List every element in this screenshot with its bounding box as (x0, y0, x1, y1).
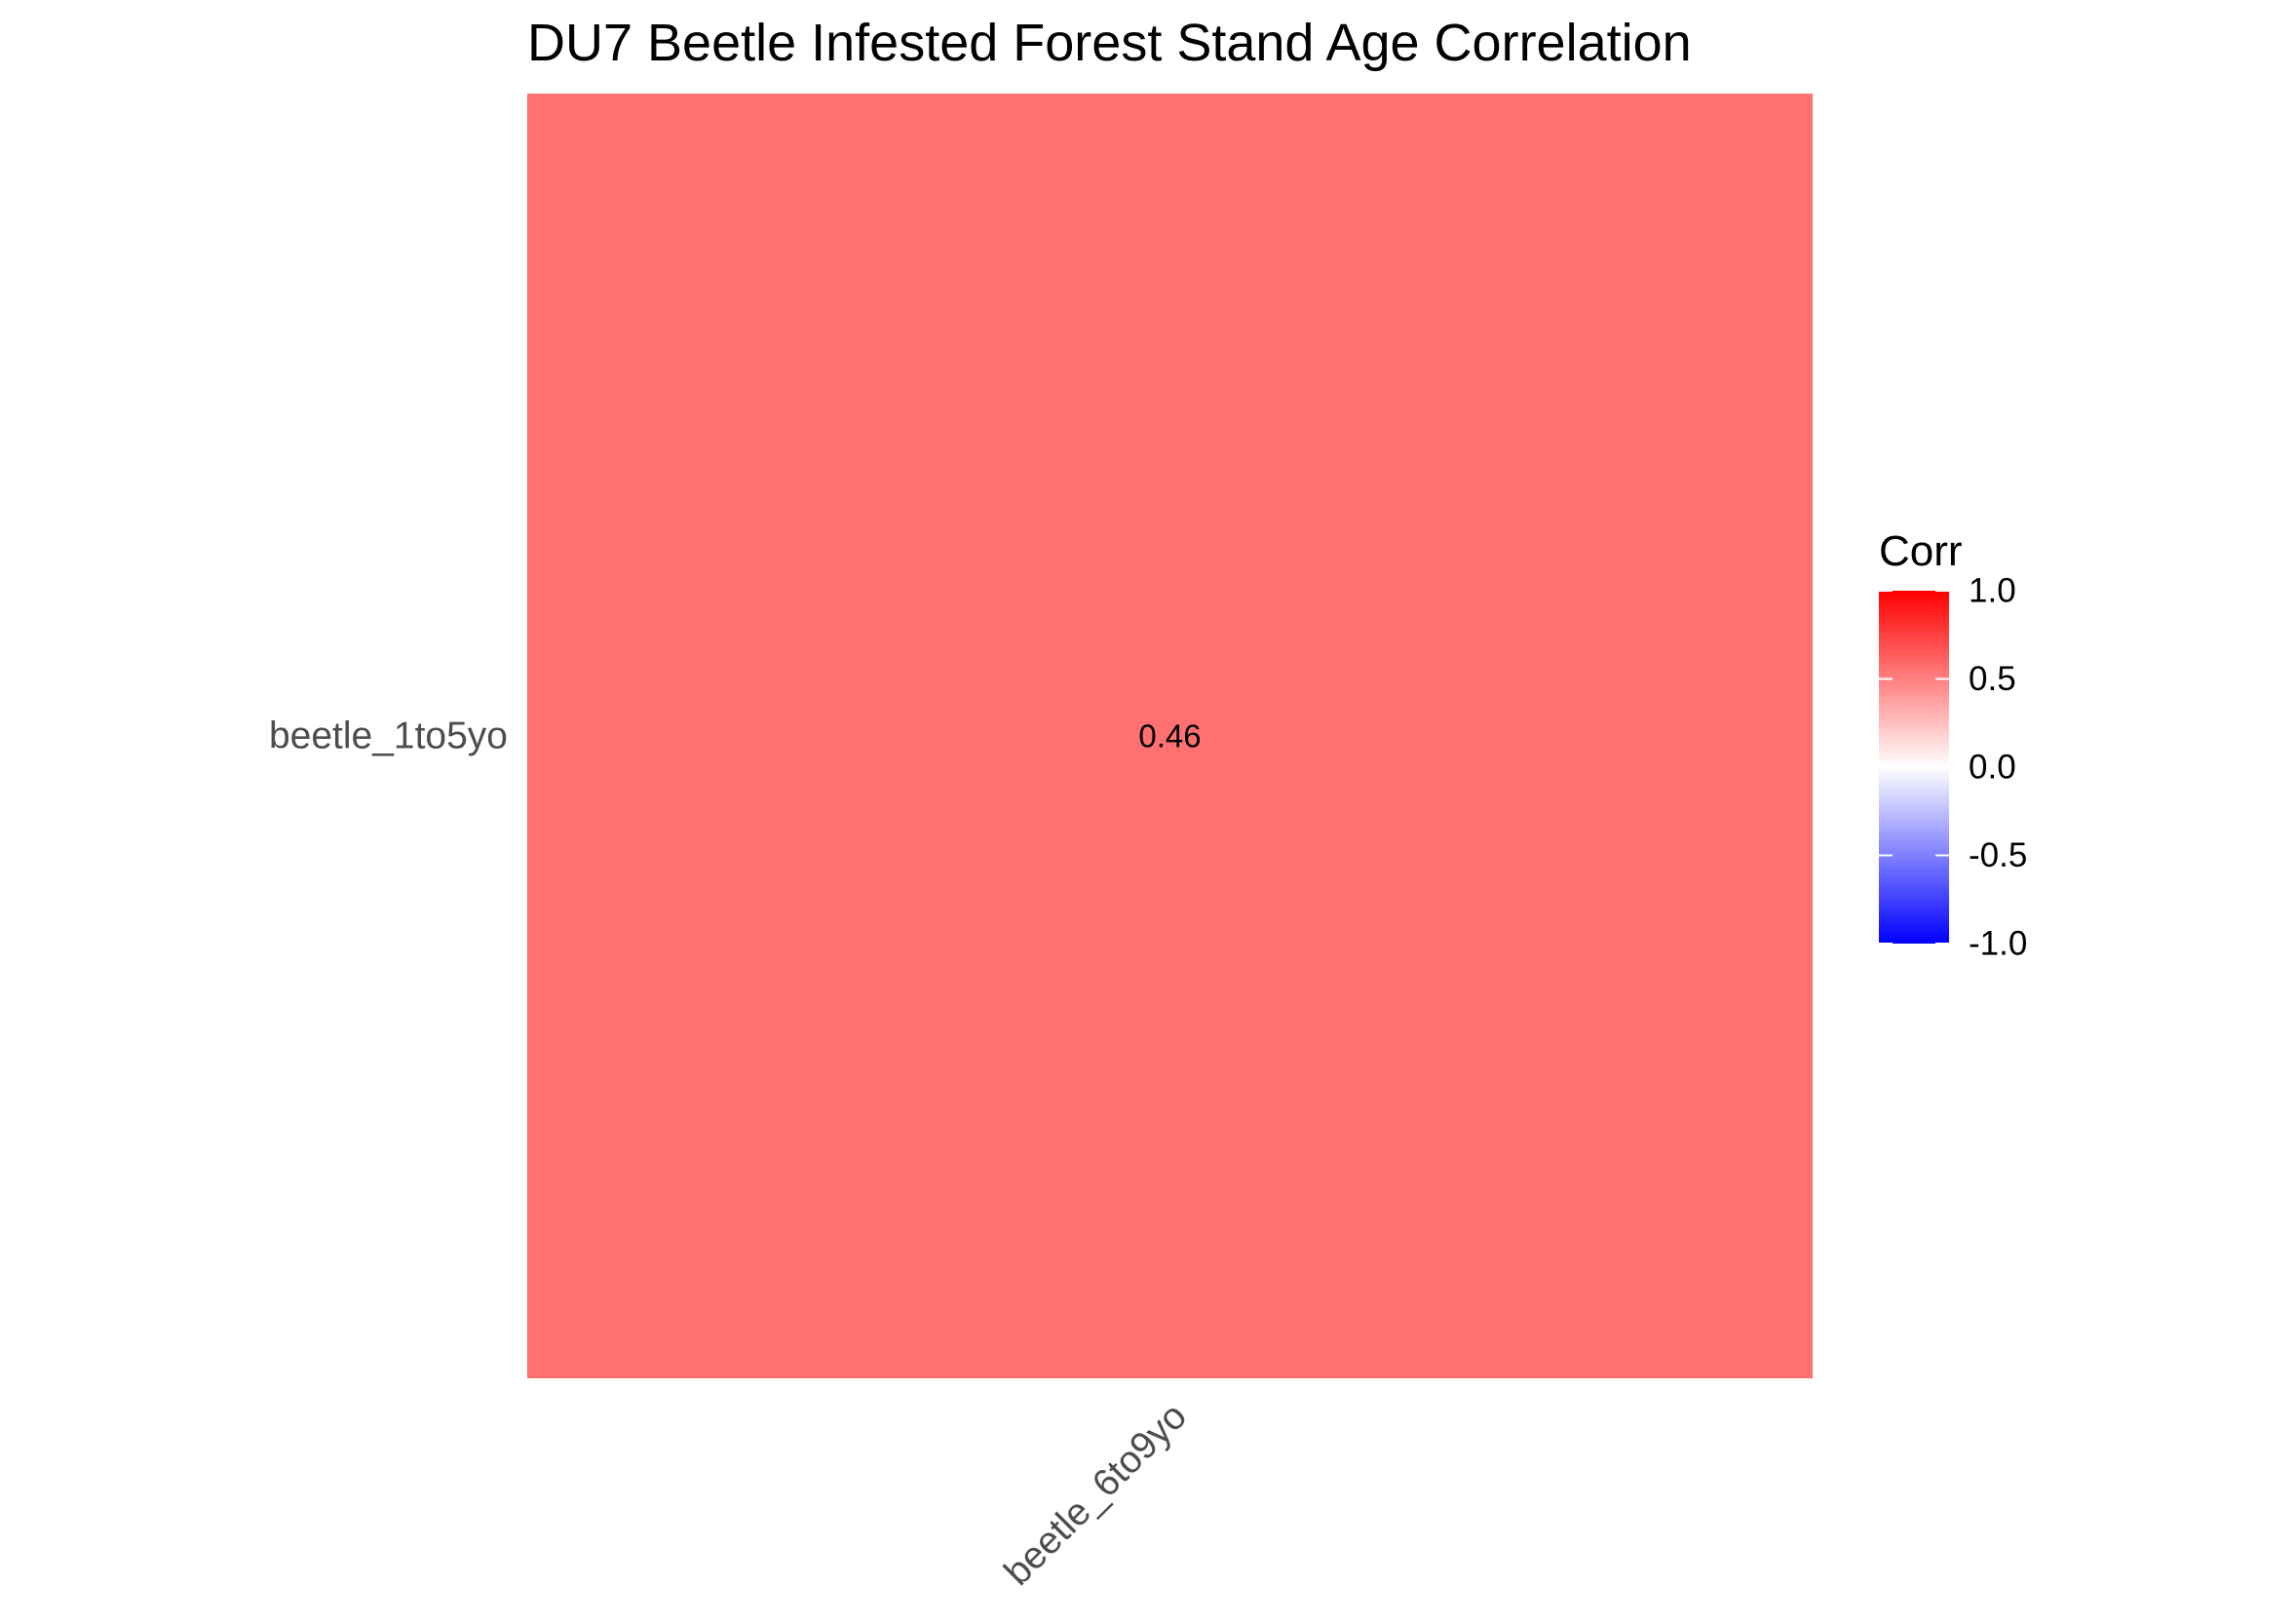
color-legend: Corr 1.0 0.5 0.0 -0.5 -1.0 (1879, 527, 2027, 963)
legend-ticks: 1.0 0.5 0.0 -0.5 -1.0 (1879, 572, 2027, 963)
x-tick-label: beetle_6to9yo (996, 1395, 1195, 1594)
x-axis: beetle_6to9yo (996, 1395, 1195, 1594)
legend-tick-label: -1.0 (1969, 925, 2027, 963)
y-axis: beetle_1to5yo (269, 715, 508, 757)
plot-area: 0.46 (527, 94, 1813, 1378)
y-tick-label: beetle_1to5yo (269, 715, 508, 757)
chart-title: DU7 Beetle Infested Forest Stand Age Cor… (527, 14, 1692, 72)
legend-tick-label: 0.5 (1969, 660, 2016, 698)
legend-tick-label: -0.5 (1969, 836, 2027, 874)
legend-tick-label: 1.0 (1969, 572, 2016, 610)
cell-value-label: 0.46 (1138, 718, 1201, 754)
heatmap-cell (527, 94, 1813, 1378)
legend-tick-label: 0.0 (1969, 749, 2016, 787)
legend-title: Corr (1879, 527, 1963, 575)
